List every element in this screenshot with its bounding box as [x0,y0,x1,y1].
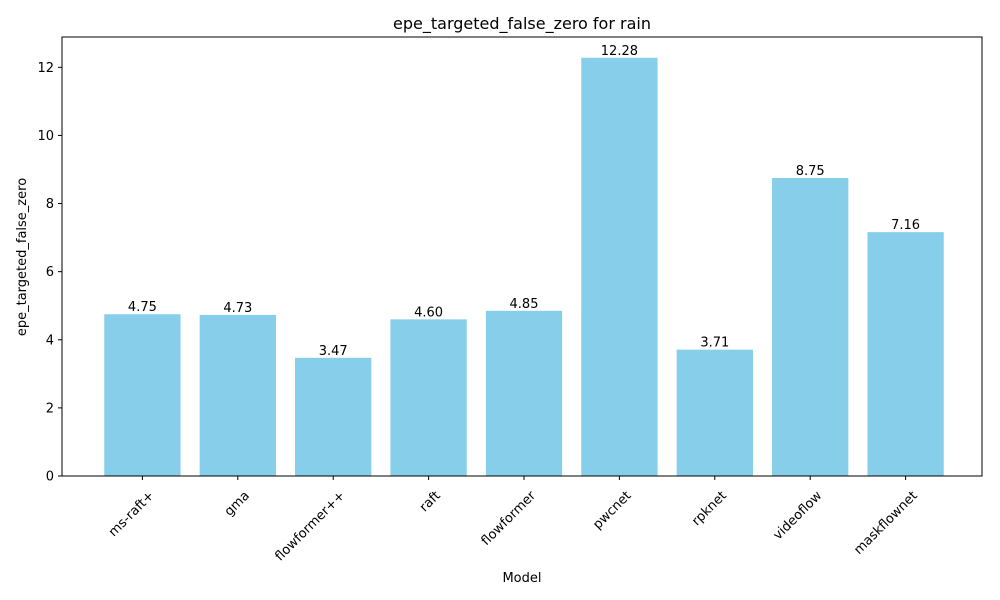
x-tick-label: videoflow [771,488,826,543]
x-tick-label: flowformer [479,488,540,549]
y-tick-label: 6 [46,265,54,280]
bar-value-label: 3.47 [319,344,348,359]
x-axis-title: Model [502,571,541,586]
x-tick-label: raft [417,488,444,515]
x-tick-label: flowformer++ [272,488,348,564]
x-tick-label: ms-raft+ [106,488,157,539]
x-tick-label: maskflownet [851,488,920,557]
y-tick-label: 12 [37,61,54,76]
bar-value-labels: 4.75 4.73 3.47 4.60 4.85 12.28 3.71 8.75 7.16 [128,44,920,359]
bar-flowformer++ [295,357,372,476]
y-tick-label: 2 [46,401,54,416]
bar-videoflow [772,178,849,476]
bar-raft [390,319,467,476]
y-tick-label: 8 [46,197,54,212]
x-tick-label: pwcnet [590,488,634,532]
bars-layer [104,57,944,476]
bar-value-label: 8.75 [796,164,825,179]
y-axis-title: epe_targeted_false_zero [15,178,30,336]
bar-value-label: 3.71 [700,336,729,351]
x-tick-label: rpknet [689,488,730,529]
bar-rpknet [676,349,753,476]
y-tick-label: 10 [37,129,54,144]
chart-title: epe_targeted_false_zero for rain [393,14,651,34]
bar-gma [199,314,276,476]
bar-flowformer [485,310,563,476]
bar-value-label: 4.60 [414,305,443,320]
y-tick-label: 0 [46,470,54,485]
bar-value-label: 12.28 [601,44,638,59]
x-tick-label: gma [222,488,253,519]
y-tick-label: 4 [46,333,54,348]
bar-pwcnet [581,57,658,476]
bar-value-label: 4.73 [223,301,252,316]
bar-ms-raft+ [104,314,181,476]
bar-value-label: 7.16 [891,218,920,233]
bar-value-label: 4.75 [128,300,157,315]
plot-frame [61,36,983,477]
x-axis: ms-raft+ gma flowformer++ raft flowformer pwc… [106,476,921,564]
bar-maskflownet [867,232,944,476]
y-axis: 0 2 4 6 8 10 12 [37,61,62,485]
bar-value-label: 4.85 [510,297,539,312]
